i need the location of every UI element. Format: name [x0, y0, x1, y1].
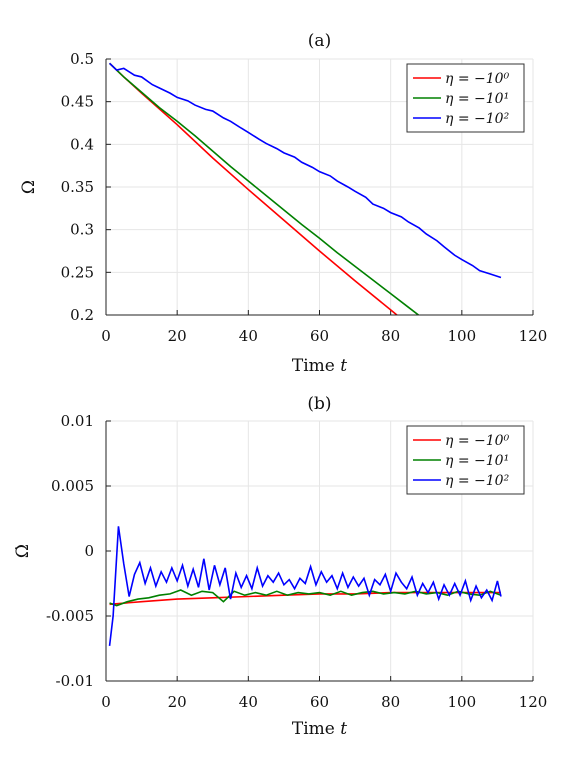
- x-tick-label: 80: [381, 693, 400, 711]
- x-tick-label: 20: [168, 327, 187, 345]
- y-tick-label: 0.35: [61, 178, 94, 196]
- x-tick-label: 80: [381, 327, 400, 345]
- chart-a: 0 20 40 60 80 100 120 0.2 0.25 0.3 0.35 0.4 0.45 0.5 (…: [19, 31, 547, 376]
- x-tick-label: 100: [448, 693, 477, 711]
- y-axis-label: Ω: [19, 180, 39, 194]
- y-tick-label: 0.5: [70, 50, 94, 68]
- x-tick-label: 100: [448, 327, 477, 345]
- y-axis-label: Ω̇: [13, 544, 33, 558]
- chart-title: (b): [307, 394, 331, 414]
- x-tick-label: 120: [519, 327, 548, 345]
- chart-b: 0 20 40 60 80 100 120 -0.01 -0.005 0 0.005 0.01 (b) T…: [13, 394, 547, 739]
- x-tick-label: 40: [239, 693, 258, 711]
- legend-label-2: η = −10¹: [445, 453, 509, 469]
- series-line-2: [109, 62, 420, 315]
- y-tick-label: 0.3: [70, 221, 94, 239]
- legend-label-1: η = −10⁰: [445, 71, 510, 87]
- y-tick-label: 0: [84, 542, 94, 560]
- y-tick-label: 0.45: [61, 93, 94, 111]
- chart-title: (a): [308, 31, 331, 51]
- x-tick-label: 60: [310, 693, 329, 711]
- legend-label-1: η = −10⁰: [445, 433, 510, 449]
- y-tick-label: 0.2: [70, 306, 94, 324]
- series-line-3: [108, 526, 502, 646]
- x-tick-label: 40: [239, 327, 258, 345]
- y-tick-label: -0.01: [56, 672, 94, 690]
- legend-label-3: η = −10²: [445, 111, 510, 127]
- y-tick-label: 0.25: [61, 263, 94, 281]
- x-tick-label: 120: [519, 693, 548, 711]
- x-tick-label: 60: [310, 327, 329, 345]
- legend-label-3: η = −10²: [445, 473, 510, 489]
- y-tick-label: 0.4: [70, 135, 94, 153]
- x-tick-label: 0: [101, 693, 111, 711]
- y-tick-label: 0.005: [51, 477, 94, 495]
- x-axis-label: Time t: [292, 356, 347, 376]
- series-line-3: [109, 62, 502, 279]
- x-axis-label: Time t: [292, 719, 347, 739]
- series-line-2: [109, 589, 502, 607]
- x-tick-label: 0: [101, 327, 111, 345]
- x-tick-label: 20: [168, 693, 187, 711]
- legend-label-2: η = −10¹: [445, 91, 509, 107]
- y-tick-label: -0.005: [46, 607, 94, 625]
- y-tick-label: 0.01: [61, 412, 94, 430]
